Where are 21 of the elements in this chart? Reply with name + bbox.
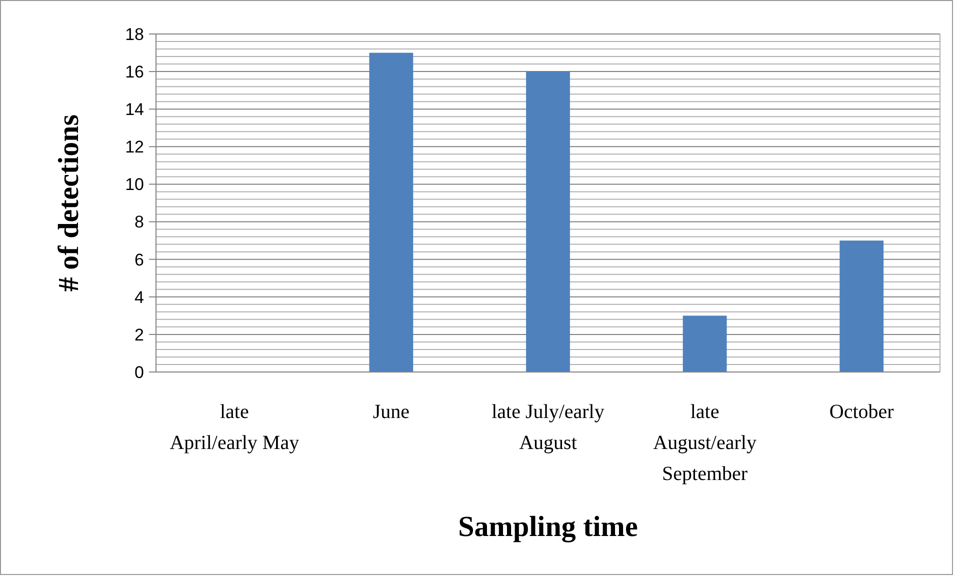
bar <box>526 72 570 372</box>
y-tick-label: 6 <box>134 250 144 270</box>
y-tick-label: 0 <box>134 362 144 382</box>
bar <box>840 240 884 372</box>
y-tick-label: 10 <box>125 175 144 194</box>
x-tick-label: late July/early August <box>492 401 604 454</box>
y-tick-label: 12 <box>125 138 144 157</box>
x-tick-label: late April/early May <box>170 401 300 454</box>
bar <box>369 52 414 372</box>
x-axis-title: Sampling time <box>458 511 638 543</box>
y-tick-label: 14 <box>125 100 144 120</box>
y-axis-title: # of detections <box>53 114 85 292</box>
y-tick-label: 16 <box>125 62 144 82</box>
x-tick-label: October <box>829 401 894 423</box>
x-tick-label: late August/early September <box>653 401 756 485</box>
bar <box>682 316 727 372</box>
y-tick-label: 8 <box>134 212 144 232</box>
y-tick-label: 4 <box>134 288 144 307</box>
y-tick-label: 18 <box>125 24 144 44</box>
y-tick-label: 2 <box>134 325 144 344</box>
x-tick-label: June <box>372 401 410 423</box>
